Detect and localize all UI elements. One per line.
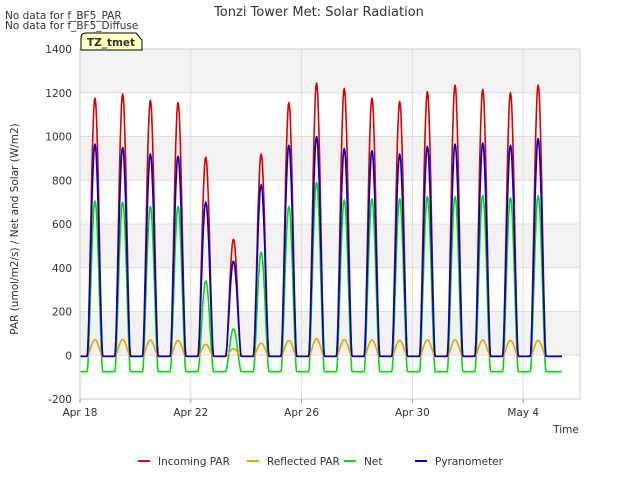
chart-title: Tonzi Tower Met: Solar Radiation — [213, 5, 424, 20]
y-tick-label: 200 — [52, 307, 72, 319]
grid-band — [80, 311, 580, 356]
y-tick-label: -200 — [48, 394, 72, 406]
series-line-pyranometer — [79, 135, 562, 358]
y-tick-label: 1200 — [45, 88, 72, 100]
x-tick-label: Apr 30 — [395, 407, 430, 419]
legend-item: Net — [344, 456, 382, 468]
legend-label: Net — [364, 456, 382, 468]
tz-badge: TZ_tmet — [80, 32, 143, 51]
tz-badge-label: TZ_tmet — [87, 37, 135, 49]
legend-label: Reflected PAR — [267, 456, 340, 468]
y-axis-label: PAR (umol/m2/s) / Net and Solar (W/m2) — [9, 123, 21, 335]
x-axis-ticks: Apr 18 Apr 22 Apr 26 Apr 30 May 4 — [63, 399, 539, 419]
legend-label: Incoming PAR — [158, 456, 230, 468]
x-tick-label: May 4 — [507, 407, 539, 419]
plot-frame — [79, 48, 581, 400]
x-tick-label: Apr 18 — [63, 407, 98, 419]
y-tick-label: 0 — [65, 350, 72, 362]
legend-item: Incoming PAR — [138, 456, 230, 468]
series-layer — [79, 82, 562, 373]
grid-band — [80, 224, 580, 268]
grid-band — [80, 49, 580, 93]
legend: Incoming PAR Reflected PAR Net Pyranometer — [138, 456, 504, 468]
grid-band — [80, 136, 580, 181]
no-data-note-2: No data for f_BF5_Diffuse — [5, 20, 138, 32]
x-axis-label: Time — [552, 424, 579, 436]
y-tick-label: 1400 — [45, 44, 72, 56]
y-tick-label: 400 — [52, 263, 72, 275]
y-tick-label: 600 — [52, 219, 72, 231]
y-tick-label: 1000 — [45, 132, 72, 144]
legend-item: Reflected PAR — [247, 456, 340, 468]
y-tick-label: 800 — [52, 175, 72, 187]
legend-item: Pyranometer — [415, 456, 504, 468]
no-data-note-1: No data for f_BF5_PAR — [5, 10, 122, 22]
legend-label: Pyranometer — [435, 456, 504, 468]
x-tick-label: Apr 26 — [284, 407, 319, 419]
series-line-net — [79, 181, 562, 373]
x-tick-label: Apr 22 — [173, 407, 208, 419]
y-axis-ticks: -200 0 200 400 600 800 1000 1200 1400 — [45, 44, 72, 406]
